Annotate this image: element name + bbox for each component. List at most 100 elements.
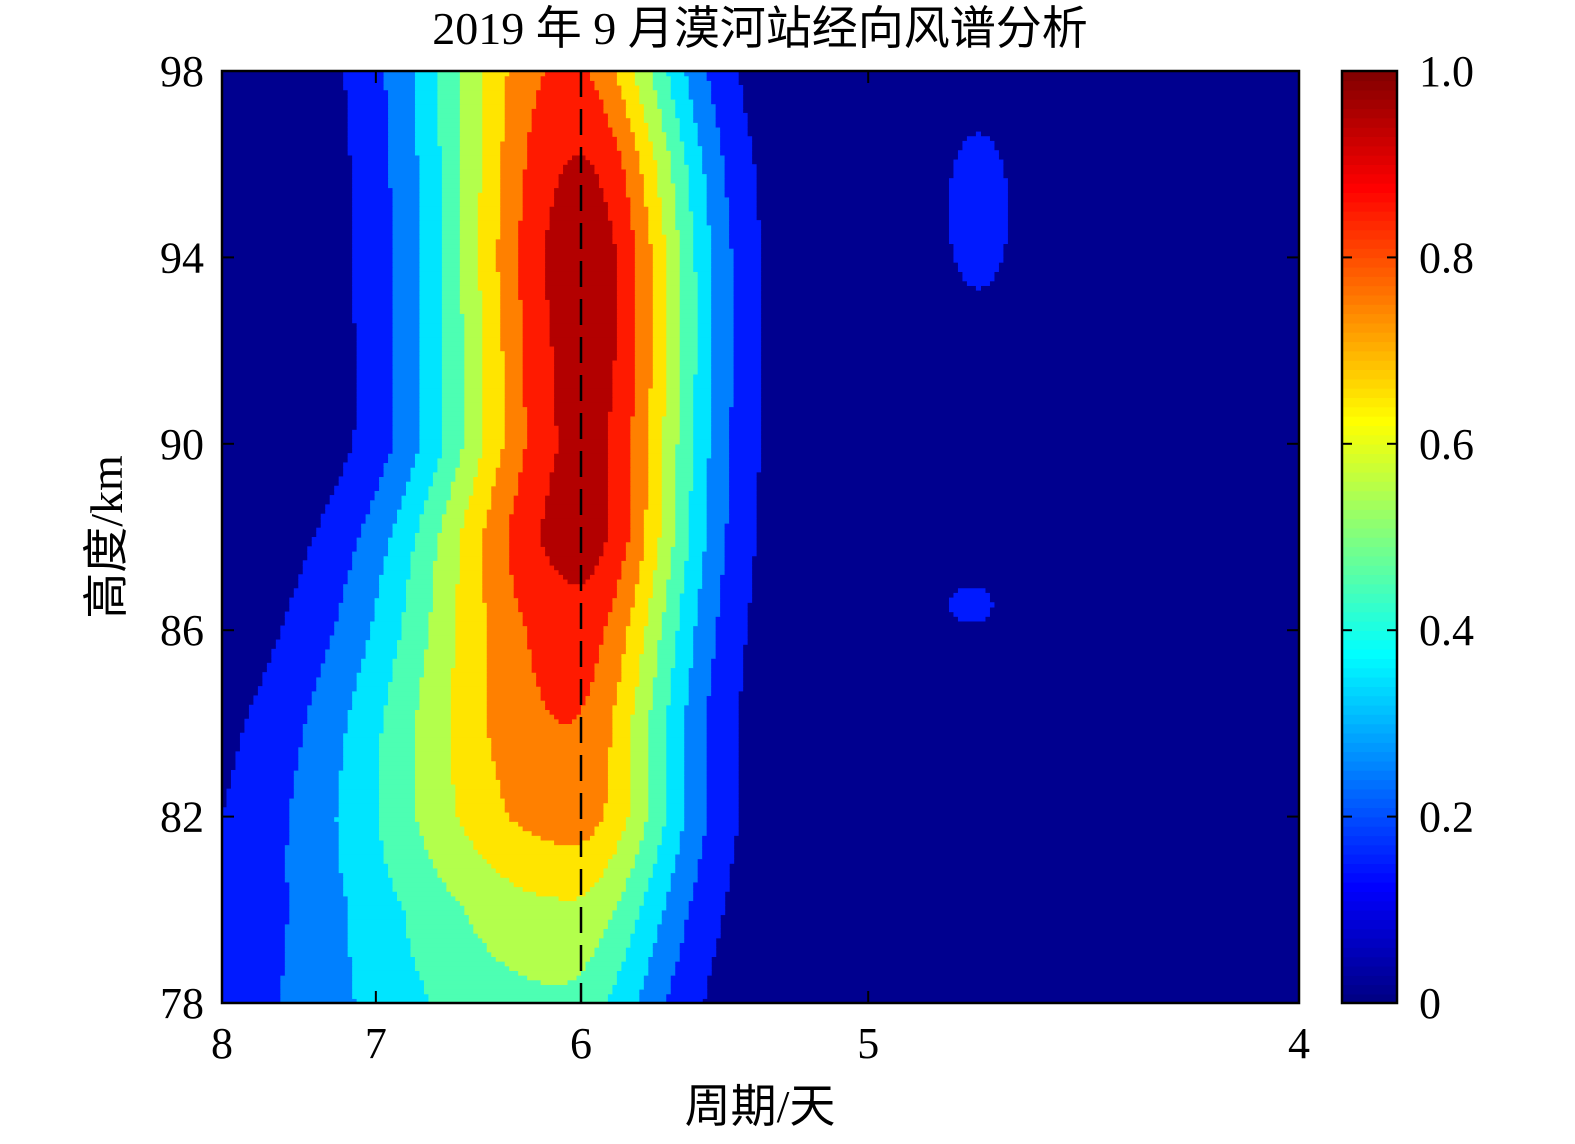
contour-cell [495, 476, 519, 482]
contour-cell [450, 485, 474, 491]
contour-cell [405, 914, 470, 920]
contour-cell [464, 369, 483, 375]
contour-cell [522, 206, 551, 212]
contour-cell [423, 839, 474, 846]
contour-cell [706, 779, 739, 785]
contour-cell [464, 331, 483, 338]
contour-cell [540, 537, 609, 543]
contour-cell [589, 574, 622, 580]
contour-cell [522, 457, 555, 464]
contour-cell [679, 429, 694, 436]
contour-cell [302, 728, 349, 734]
contour-cell [607, 201, 631, 207]
contour-cell [500, 453, 524, 459]
contour-cell [500, 229, 519, 235]
contour-cell [711, 331, 735, 338]
contour-cell [675, 644, 694, 650]
contour-cell [648, 970, 676, 976]
contour-cell [957, 266, 999, 272]
contour-cell [729, 485, 757, 491]
contour-cell [625, 639, 645, 645]
contour-cell [441, 369, 465, 375]
contour-cell [419, 686, 452, 692]
contour-cell [594, 825, 627, 832]
contour-cell [670, 75, 690, 81]
contour-cell [594, 168, 627, 175]
contour-cell [509, 550, 546, 557]
contour-cell [693, 98, 712, 105]
contour-cell [347, 928, 407, 934]
colorbar-tick-label: 0.4 [1419, 606, 1474, 655]
contour-cell [702, 145, 721, 151]
contour-cell [392, 676, 421, 683]
contour-cell [522, 304, 551, 310]
contour-cell [500, 276, 519, 282]
contour-cell [405, 583, 434, 589]
colorbar-band [1342, 238, 1397, 249]
contour-cell [643, 546, 658, 552]
contour-cell [661, 634, 676, 641]
contour-cell [500, 224, 519, 231]
contour-cell [379, 770, 416, 776]
contour-cell [634, 80, 654, 86]
contour-cell [666, 905, 690, 911]
contour-cell [648, 490, 663, 496]
contour-cell [518, 252, 546, 258]
contour-cell [500, 779, 609, 785]
contour-cell [648, 126, 663, 133]
colorbar-band [1342, 397, 1397, 408]
contour-cell [585, 154, 622, 161]
contour-cell [522, 359, 555, 366]
contour-cell [679, 439, 694, 445]
contour-cell [666, 737, 685, 743]
contour-cell [607, 112, 627, 119]
contour-cell [486, 630, 528, 636]
contour-cell [684, 770, 708, 776]
contour-cell [352, 178, 389, 184]
contour-cell [711, 364, 735, 370]
contour-cell [388, 681, 421, 687]
contour-cell [675, 658, 694, 664]
contour-cell [670, 560, 685, 566]
contour-cell [711, 681, 744, 687]
contour-cell [706, 457, 730, 464]
contour-cell [652, 676, 672, 683]
contour-cell [500, 313, 524, 319]
contour-cell [711, 262, 735, 268]
contour-cell [423, 504, 447, 510]
contour-cell [388, 867, 438, 874]
contour-cell [419, 317, 443, 324]
contour-cell [392, 429, 421, 436]
contour-cell [222, 919, 290, 925]
contour-cell [679, 322, 699, 328]
contour-cell [652, 150, 672, 156]
contour-cell [630, 942, 654, 948]
contour-cell [307, 550, 353, 557]
contour-cell [459, 187, 483, 193]
contour-cell [226, 788, 295, 794]
contour-cell [657, 168, 672, 175]
contour-cell [482, 103, 506, 109]
contour-cell [419, 527, 443, 533]
contour-cell [688, 905, 726, 911]
contour-cell [437, 126, 461, 133]
colorbar-band [1342, 993, 1397, 1004]
contour-cell [679, 947, 717, 953]
contour-cell [630, 425, 649, 431]
contour-cell [616, 849, 640, 855]
contour-cell [379, 760, 416, 766]
contour-cell [459, 290, 483, 296]
contour-cell [486, 662, 533, 669]
contour-cell [684, 937, 717, 944]
contour-cell [302, 564, 353, 571]
contour-cell [222, 881, 290, 888]
contour-cell [352, 304, 394, 310]
contour-cell [711, 676, 744, 683]
contour-cell [607, 495, 631, 501]
contour-cell [522, 210, 551, 217]
contour-cell [603, 634, 627, 641]
contour-cell [621, 154, 640, 161]
contour-cell [459, 280, 479, 286]
contour-cell [720, 597, 753, 603]
contour-cell [338, 774, 380, 780]
